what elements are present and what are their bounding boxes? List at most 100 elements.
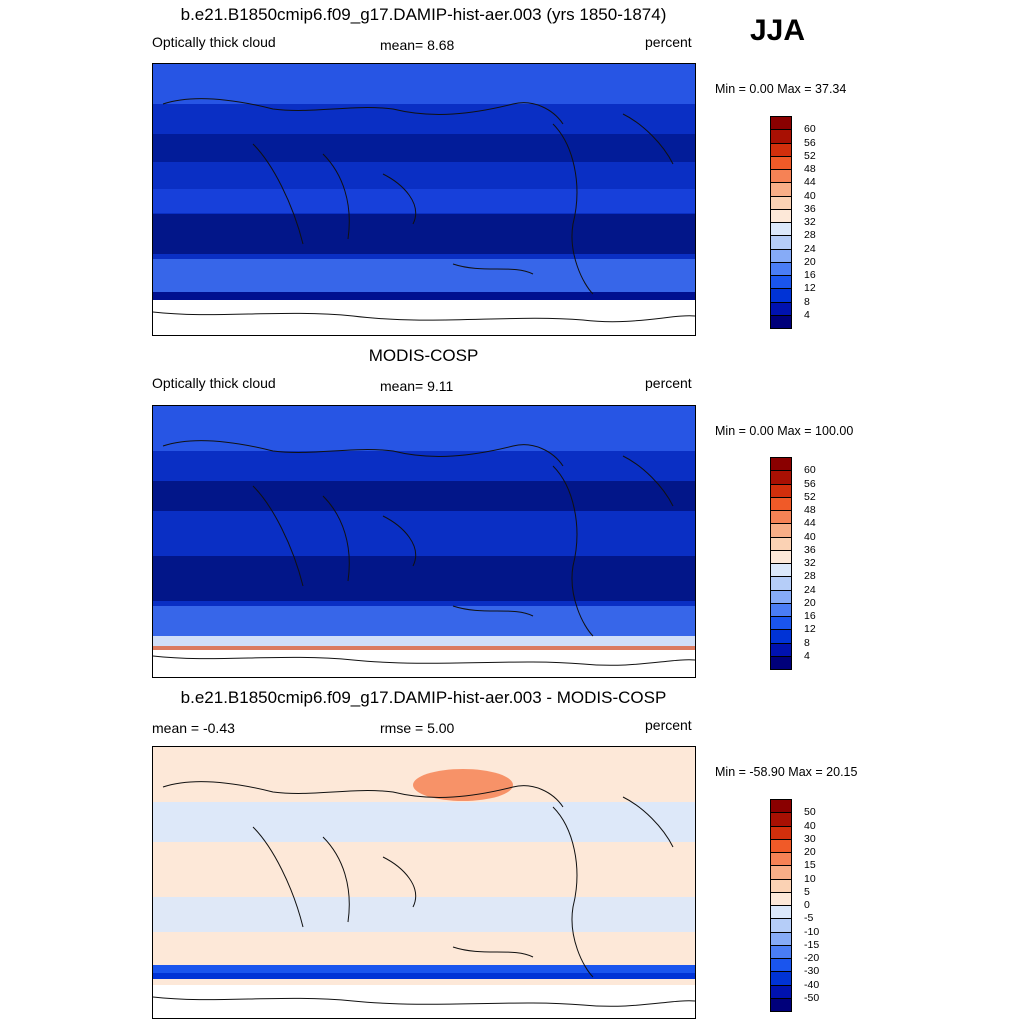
- panel-1-title: b.e21.B1850cmip6.f09_g17.DAMIP-hist-aer.…: [180, 5, 667, 24]
- panel-3-field-southern-negative-strong: [153, 973, 695, 979]
- colorbar-tick-label: -50: [804, 991, 820, 1004]
- colorbar-segment: [770, 878, 792, 893]
- panel-1-field-arctic: [153, 64, 695, 104]
- panel-2-field-subtropics-n: [153, 481, 695, 511]
- colorbar-segment: [770, 629, 792, 644]
- colorbar-tick-label: 40: [804, 189, 816, 202]
- colorbar-segment: [770, 116, 792, 131]
- colorbar-segment: [770, 549, 792, 564]
- colorbar-tick-label: 30: [804, 832, 816, 845]
- colorbar-segment: [770, 642, 792, 657]
- panel-1-map-svg: [153, 64, 695, 323]
- panel-3-units-label: percent: [645, 717, 692, 733]
- colorbar-segment: [770, 852, 792, 867]
- colorbar-segment: [770, 496, 792, 511]
- colorbar-tick-label: 56: [804, 477, 816, 490]
- panel-1-field-subtropics-n: [153, 134, 695, 162]
- colorbar-tick-label: 44: [804, 176, 816, 189]
- colorbar-tick-label: 48: [804, 504, 816, 516]
- colorbar-segment: [770, 261, 792, 276]
- colorbar-segment: [770, 944, 792, 959]
- colorbar-tick-label: -5: [804, 912, 814, 925]
- colorbar-tick-label: 60: [804, 123, 816, 136]
- colorbar-segment: [770, 655, 792, 670]
- colorbar-segment: [770, 195, 792, 210]
- panel-3-rmse-label: rmse = 5.00: [380, 720, 455, 736]
- panel-2-units-label: percent: [645, 375, 692, 391]
- panel-2-field-ice-edge: [153, 646, 695, 650]
- panel-1-field-edge: [153, 292, 695, 300]
- colorbar-segment: [770, 602, 792, 617]
- colorbar-segment: [770, 155, 792, 170]
- colorbar-segment: [770, 208, 792, 223]
- panel-2-mean-label: mean= 9.11: [380, 378, 454, 394]
- panel-3-map: [152, 746, 696, 1019]
- panel-3-antarctica-coast: [153, 996, 695, 1007]
- colorbar-segment: [770, 905, 792, 920]
- colorbar-segment: [770, 616, 792, 631]
- colorbar-tick-label: -20: [804, 952, 820, 964]
- panel-3-field-sh-band: [153, 897, 695, 932]
- colorbar-segment: [770, 997, 792, 1012]
- colorbar-segment: [770, 576, 792, 591]
- colorbar-tick-label: 36: [804, 543, 816, 556]
- colorbar-tick-label: -40: [804, 978, 820, 991]
- colorbar-tick-label: 20: [804, 255, 816, 268]
- panel-1-units-label: percent: [645, 34, 692, 50]
- panel-1-variable-label: Optically thick cloud: [152, 34, 276, 50]
- colorbar-segment: [770, 523, 792, 538]
- colorbar-tick-label: 10: [804, 872, 816, 885]
- colorbar-tick-label: 28: [804, 229, 816, 242]
- panel-1-mean-label: mean= 8.68: [380, 37, 455, 53]
- colorbar-segment: [770, 958, 792, 973]
- colorbar-tick-label: 4: [804, 649, 810, 662]
- colorbar-segment: [770, 563, 792, 578]
- colorbar-segment: [770, 235, 792, 250]
- colorbar-tick-label: 40: [804, 819, 816, 832]
- panel-3-minmax: Min = -58.90 Max = 20.15: [715, 765, 858, 779]
- panel-2-map-svg: [153, 406, 695, 666]
- colorbar-tick-label: 24: [804, 583, 816, 596]
- panel-2-antarctica-coast: [153, 655, 695, 666]
- panel-1-minmax: Min = 0.00 Max = 37.34: [715, 82, 847, 96]
- colorbar-tick-label: 36: [804, 202, 816, 215]
- panel-2-colorbar: 4 8 12 16 20 24 28 32 36 40 44 48 52 56 60: [770, 457, 816, 670]
- colorbar-segment: [770, 931, 792, 946]
- colorbar-tick-label: -15: [804, 938, 820, 951]
- colorbar-segment: [770, 589, 792, 604]
- panel-3-coastlines: [153, 781, 695, 1007]
- colorbar-tick-label: -10: [804, 925, 820, 938]
- panel-3-title: b.e21.B1850cmip6.f09_g17.DAMIP-hist-aer.…: [180, 688, 667, 707]
- colorbar-segment: [770, 129, 792, 144]
- colorbar-segment: [770, 799, 792, 814]
- panel-3-colorbar: -50 -40 -30 -20 -15 -10 -5 0 5 10 15 20 30 40 50: [770, 799, 819, 1012]
- colorbar-tick-label: 52: [804, 149, 816, 162]
- colorbar-tick-label: 28: [804, 570, 816, 583]
- panel-3-field-nh-band: [153, 802, 695, 842]
- colorbar-tick-label: 20: [804, 596, 816, 609]
- panel-1-coastlines: [153, 98, 695, 323]
- colorbar-segment: [770, 918, 792, 933]
- colorbar-tick-label: 5: [804, 885, 810, 898]
- panel-1-map: [152, 63, 696, 336]
- panel-1-antarctica-coast: [153, 311, 695, 323]
- colorbar-tick-label: 44: [804, 517, 816, 530]
- panel-1-field-subtropics-s: [153, 214, 695, 254]
- panel-3-map-svg: [153, 747, 695, 1007]
- colorbar-segment: [770, 301, 792, 316]
- panel-2-field-arctic: [153, 406, 695, 451]
- panel-2-variable-label: Optically thick cloud: [152, 375, 276, 391]
- colorbar-tick-label: 20: [804, 846, 816, 858]
- colorbar-tick-label: 16: [804, 269, 816, 281]
- colorbar-tick-label: 60: [804, 464, 816, 477]
- panel-2-field-subtropics-s: [153, 556, 695, 601]
- panel-2-minmax: Min = 0.00 Max = 100.00: [715, 424, 854, 438]
- colorbar-segment: [770, 314, 792, 329]
- colorbar-tick-label: 12: [804, 282, 816, 295]
- colorbar-tick-label: 56: [804, 136, 816, 149]
- panel-2-coastlines: [153, 440, 695, 666]
- panel-2-title: MODIS-COSP: [368, 346, 479, 365]
- colorbar-tick-label: 32: [804, 557, 816, 569]
- colorbar-segment: [770, 891, 792, 906]
- colorbar-tick-label: 8: [804, 295, 810, 308]
